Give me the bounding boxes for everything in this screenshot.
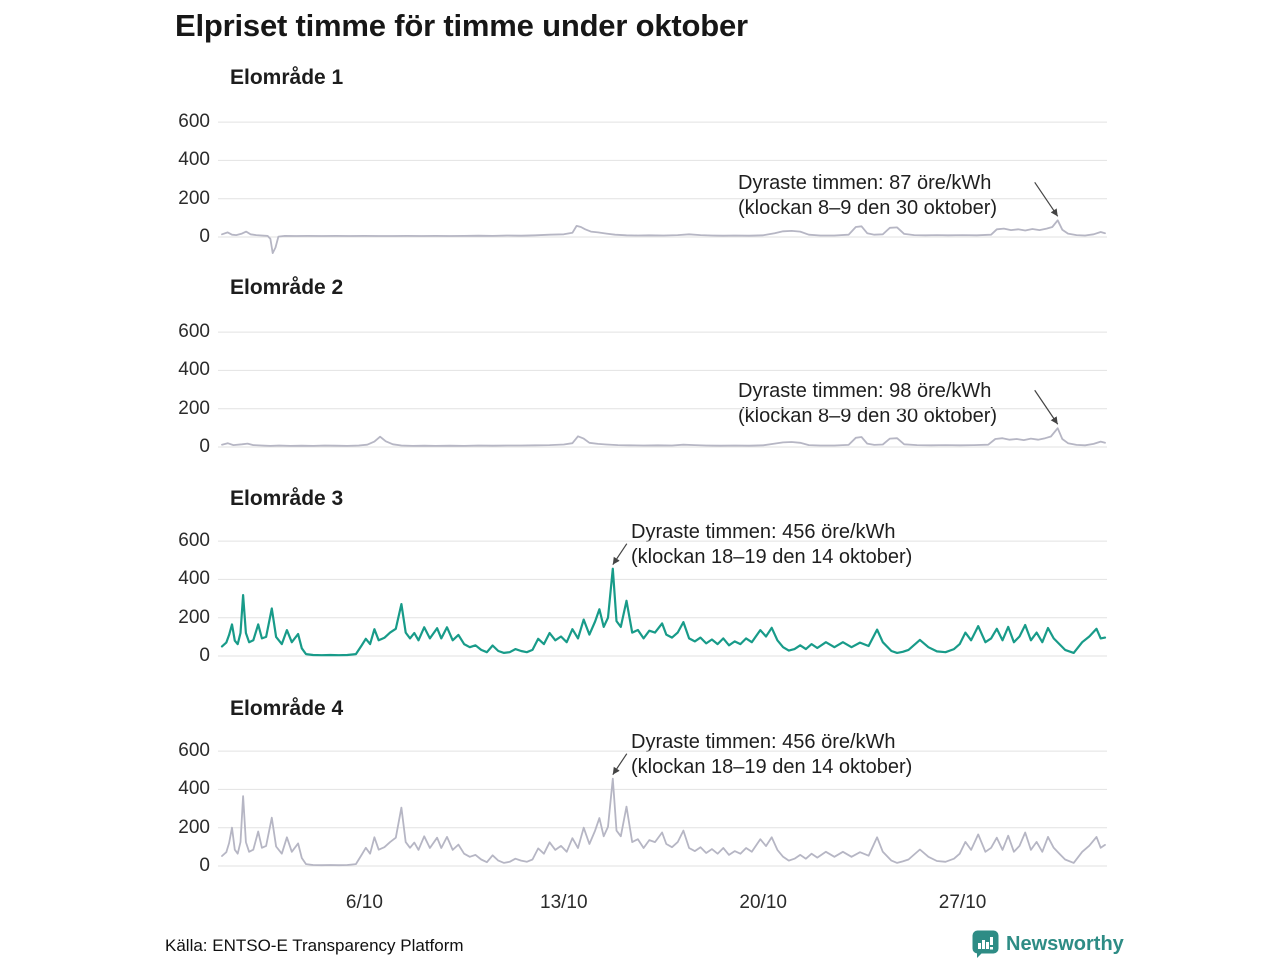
brand-footer: Newsworthy (972, 930, 1124, 959)
price-line-elomrade-4 (221, 777, 1106, 867)
subtitle-elomrade-2: Elområde 2 (230, 276, 344, 299)
newsworthy-logo-icon (972, 930, 999, 958)
y-axis-tick-label: 600 (178, 740, 210, 762)
annotation-line: Dyraste timmen: 456 öre/kWh (631, 731, 896, 753)
y-axis-tick-label: 400 (178, 568, 210, 590)
line-chart-elomrade-2 (218, 331, 1107, 448)
y-axis-tick-label: 0 (199, 855, 210, 876)
subtitle-elomrade-1: Elområde 1 (230, 66, 344, 89)
annotation-line: (klockan 18–19 den 14 oktober) (631, 756, 913, 778)
annotation-line: Dyraste timmen: 87 öre/kWh (738, 172, 992, 194)
annotation-arrow (612, 543, 628, 566)
y-axis-tick-label: 400 (178, 778, 210, 800)
subtitle-elomrade-4: Elområde 4 (230, 697, 344, 720)
y-axis-tick-label: 600 (178, 321, 210, 343)
y-axis-tick-label: 400 (178, 359, 210, 381)
y-axis-tick-label: 200 (178, 816, 210, 838)
annotation-arrow (1034, 389, 1059, 425)
x-axis-tick-label: 27/10 (938, 892, 987, 913)
source-note: Källa: ENTSO-E Transparency Platform (165, 936, 464, 955)
line-chart-elomrade-4 (218, 750, 1107, 867)
x-axis-tick-label: 6/10 (345, 892, 383, 913)
y-axis-tick-label: 200 (178, 397, 210, 419)
y-axis-tick-label: 400 (178, 149, 210, 171)
y-axis-tick-label: 200 (178, 606, 210, 628)
subtitle-elomrade-3: Elområde 3 (230, 487, 344, 510)
annotation-line: (klockan 18–19 den 14 oktober) (631, 546, 913, 568)
annotation-elomrade-1: Dyraste timmen: 87 öre/kWh (klockan 8–9 … (738, 171, 997, 221)
annotation-elomrade-3: Dyraste timmen: 456 öre/kWh (klockan 18–… (631, 520, 912, 570)
y-axis-tick-label: 0 (199, 645, 210, 666)
y-axis-tick-label: 0 (199, 226, 210, 247)
y-axis-tick-label: 0 (199, 436, 210, 457)
price-line-elomrade-2 (221, 427, 1106, 447)
y-axis-tick-label: 600 (178, 530, 210, 552)
price-line-elomrade-1 (221, 219, 1106, 255)
annotation-arrow (1034, 182, 1059, 217)
annotation-elomrade-2: Dyraste timmen: 98 öre/kWh (klockan 8–9 … (738, 379, 997, 429)
x-axis-tick-label: 20/10 (739, 892, 787, 913)
page-title: Elpriset timme för timme under oktober (175, 8, 748, 43)
brand-name: Newsworthy (1006, 933, 1124, 955)
line-chart-elomrade-1 (218, 121, 1107, 255)
y-axis-tick-label: 200 (178, 187, 210, 209)
annotation-line: Dyraste timmen: 98 öre/kWh (738, 380, 992, 402)
y-axis-tick-label: 600 (178, 111, 210, 133)
annotation-line: (klockan 8–9 den 30 oktober) (738, 197, 998, 219)
annotation-arrow (612, 753, 628, 776)
x-axis-tick-label: 13/10 (540, 892, 588, 913)
price-line-elomrade-3 (220, 567, 1107, 657)
annotation-elomrade-4: Dyraste timmen: 456 öre/kWh (klockan 18–… (631, 730, 912, 780)
annotation-line: Dyraste timmen: 456 öre/kWh (631, 521, 896, 543)
annotation-line: (klockan 8–9 den 30 oktober) (738, 405, 998, 427)
line-chart-elomrade-3 (218, 540, 1107, 657)
